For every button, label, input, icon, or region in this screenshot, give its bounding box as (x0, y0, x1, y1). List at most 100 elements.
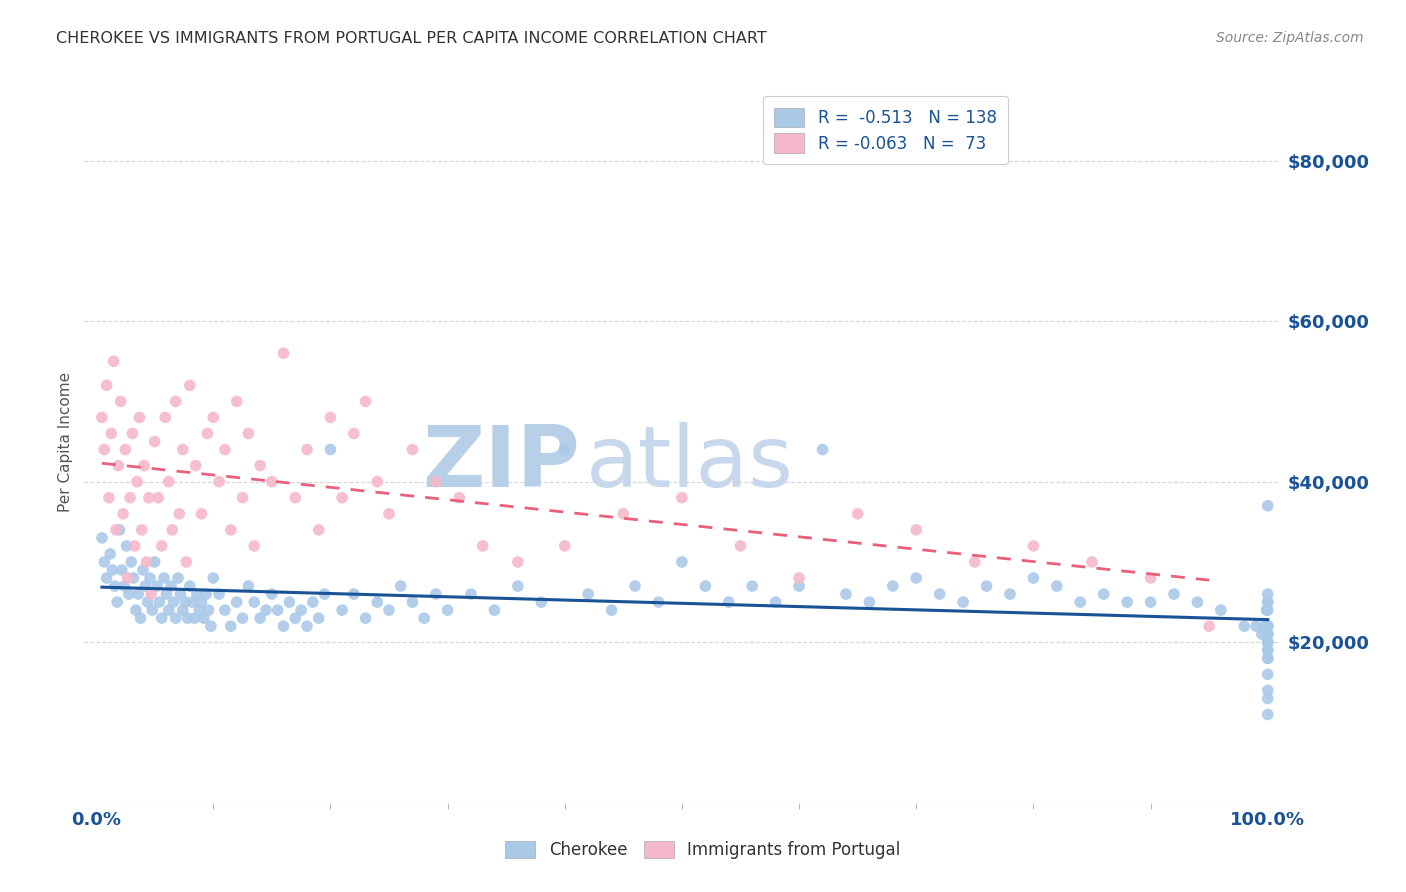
Point (214, 442, 236, 457)
Point (554, 539, 576, 553)
Point (105, 595, 128, 609)
Point (1257, 707, 1279, 722)
Point (208, 587, 231, 601)
Y-axis label: Per Capita Income: Per Capita Income (58, 371, 73, 512)
Point (111, 563, 134, 577)
Point (129, 611, 152, 625)
Point (273, 346, 295, 360)
Point (1257, 643, 1279, 657)
Point (425, 587, 447, 601)
Point (179, 579, 201, 593)
Point (93, 442, 115, 457)
Point (141, 587, 163, 601)
Point (181, 595, 204, 609)
Point (1257, 619, 1279, 633)
Point (225, 394, 247, 409)
Point (254, 603, 277, 617)
Point (314, 587, 336, 601)
Point (260, 475, 283, 489)
Text: atlas: atlas (586, 422, 794, 505)
Point (1257, 635, 1279, 649)
Point (153, 571, 176, 585)
Point (157, 475, 180, 489)
Point (1257, 627, 1279, 641)
Point (162, 595, 184, 609)
Point (671, 555, 693, 569)
Point (506, 555, 529, 569)
Point (449, 491, 471, 505)
Point (238, 579, 260, 593)
Point (284, 491, 307, 505)
Point (186, 587, 208, 601)
Point (471, 539, 494, 553)
Point (741, 579, 763, 593)
Point (1187, 595, 1209, 609)
Point (128, 410, 150, 425)
Point (425, 475, 447, 489)
Point (1022, 571, 1045, 585)
Point (195, 587, 218, 601)
Point (174, 555, 197, 569)
Point (108, 523, 131, 537)
Point (1257, 683, 1279, 698)
Point (600, 603, 623, 617)
Point (858, 595, 880, 609)
Point (1092, 587, 1115, 601)
Point (576, 587, 599, 601)
Point (135, 555, 157, 569)
Point (190, 507, 212, 521)
Point (401, 595, 423, 609)
Point (882, 579, 904, 593)
Point (104, 579, 127, 593)
Point (174, 595, 197, 609)
Point (139, 571, 162, 585)
Point (1257, 619, 1279, 633)
Point (136, 595, 159, 609)
Point (695, 579, 717, 593)
Point (330, 603, 353, 617)
Point (107, 458, 129, 473)
Point (905, 571, 928, 585)
Point (197, 426, 219, 441)
Point (354, 394, 377, 409)
Point (671, 491, 693, 505)
Point (1257, 651, 1279, 665)
Point (202, 571, 225, 585)
Point (1257, 635, 1279, 649)
Point (148, 491, 170, 505)
Point (1257, 667, 1279, 681)
Point (1257, 595, 1279, 609)
Point (624, 579, 647, 593)
Point (765, 595, 787, 609)
Point (554, 442, 576, 457)
Point (1257, 691, 1279, 706)
Point (1069, 595, 1091, 609)
Point (787, 571, 810, 585)
Point (110, 394, 132, 409)
Point (101, 563, 124, 577)
Point (103, 354, 125, 368)
Point (162, 523, 183, 537)
Point (183, 611, 205, 625)
Point (202, 410, 225, 425)
Point (143, 434, 166, 449)
Point (1256, 603, 1278, 617)
Point (238, 426, 260, 441)
Point (193, 611, 215, 625)
Point (120, 491, 141, 505)
Point (143, 555, 166, 569)
Point (1209, 603, 1232, 617)
Point (846, 507, 869, 521)
Legend: Cherokee, Immigrants from Portugal: Cherokee, Immigrants from Portugal (498, 833, 908, 868)
Point (138, 491, 160, 505)
Point (190, 595, 212, 609)
Point (122, 571, 145, 585)
Point (1257, 627, 1279, 641)
Point (319, 442, 342, 457)
Point (1244, 619, 1267, 633)
Point (284, 611, 307, 625)
Legend: R =  -0.513   N = 138, R = -0.063   N =  73: R = -0.513 N = 138, R = -0.063 N = 73 (762, 95, 1008, 164)
Point (132, 458, 156, 473)
Point (114, 442, 136, 457)
Point (127, 475, 149, 489)
